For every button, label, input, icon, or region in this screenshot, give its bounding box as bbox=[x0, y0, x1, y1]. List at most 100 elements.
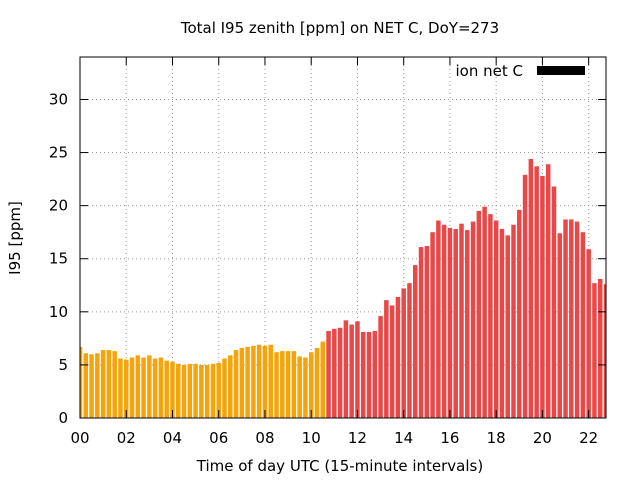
bar bbox=[147, 355, 152, 418]
chart-title: Total I95 zenith [ppm] on NET C, DoY=273 bbox=[180, 19, 499, 37]
bar bbox=[204, 364, 210, 418]
bar bbox=[488, 214, 493, 418]
x-tick-label: 14 bbox=[394, 429, 413, 447]
x-tick-label: 18 bbox=[487, 429, 506, 447]
bar bbox=[233, 350, 239, 418]
bar bbox=[274, 352, 279, 418]
x-axis-ticks: 00 02 04 06 08 10 12 14 16 18 20 22 bbox=[70, 57, 598, 447]
bar bbox=[164, 360, 169, 418]
bar bbox=[580, 232, 586, 418]
bar bbox=[152, 358, 158, 418]
bar bbox=[100, 350, 106, 418]
bar bbox=[459, 223, 464, 418]
bar bbox=[592, 283, 597, 418]
bar bbox=[366, 331, 372, 418]
bar bbox=[499, 229, 505, 418]
bar bbox=[112, 351, 117, 418]
bar bbox=[176, 363, 181, 418]
bar bbox=[332, 328, 337, 418]
bar bbox=[343, 320, 349, 418]
bar bbox=[262, 345, 268, 418]
bar bbox=[569, 219, 574, 418]
legend: ion net C bbox=[456, 62, 585, 80]
bar bbox=[355, 321, 360, 418]
bar bbox=[453, 229, 458, 418]
bar bbox=[517, 209, 522, 418]
bar bbox=[522, 174, 528, 418]
y-tick-label: 25 bbox=[49, 144, 68, 162]
bar bbox=[597, 278, 603, 418]
bar bbox=[412, 265, 418, 418]
bar bbox=[505, 235, 510, 418]
y-tick-label: 30 bbox=[49, 90, 68, 108]
y-axis-label: I95 [ppm] bbox=[6, 201, 24, 275]
bar bbox=[465, 230, 470, 418]
bar bbox=[285, 351, 291, 418]
bar bbox=[407, 283, 412, 418]
bar bbox=[308, 352, 314, 418]
x-tick-label: 16 bbox=[440, 429, 459, 447]
x-tick-label: 22 bbox=[579, 429, 598, 447]
bar bbox=[378, 316, 383, 418]
bar bbox=[476, 210, 482, 418]
bar bbox=[424, 245, 430, 418]
x-tick-label: 20 bbox=[533, 429, 552, 447]
legend-label: ion net C bbox=[456, 62, 523, 80]
bar bbox=[181, 364, 187, 418]
bar bbox=[106, 350, 112, 418]
bar bbox=[80, 346, 83, 418]
bar bbox=[83, 353, 89, 418]
plot-frame bbox=[79, 56, 607, 419]
bar bbox=[268, 344, 274, 418]
bar bbox=[372, 330, 378, 418]
x-tick-label: 06 bbox=[209, 429, 228, 447]
bar bbox=[193, 363, 198, 418]
bar bbox=[210, 363, 216, 418]
y-tick-label: 0 bbox=[58, 409, 68, 427]
bar bbox=[129, 357, 135, 418]
bar bbox=[245, 346, 250, 418]
bar bbox=[389, 305, 395, 418]
bar bbox=[95, 353, 100, 418]
bar bbox=[141, 357, 146, 418]
bar bbox=[401, 288, 406, 418]
bar bbox=[123, 359, 129, 418]
bar bbox=[470, 221, 476, 418]
bar bbox=[441, 224, 447, 418]
bar bbox=[280, 351, 285, 418]
bar bbox=[314, 347, 320, 418]
x-tick-label: 08 bbox=[255, 429, 274, 447]
bar bbox=[291, 351, 297, 418]
bar bbox=[395, 296, 401, 418]
bar bbox=[118, 358, 123, 418]
bar bbox=[493, 220, 499, 418]
bar bbox=[222, 358, 227, 418]
y-tick-label: 5 bbox=[58, 356, 68, 374]
y-tick-label: 15 bbox=[49, 250, 68, 268]
bar bbox=[551, 186, 557, 418]
bar bbox=[447, 227, 453, 418]
bar bbox=[528, 158, 534, 418]
bar bbox=[199, 364, 204, 418]
bar bbox=[418, 247, 424, 418]
bar bbox=[436, 220, 441, 418]
bar bbox=[430, 232, 435, 418]
bar bbox=[534, 166, 539, 418]
x-tick-label: 10 bbox=[302, 429, 321, 447]
bar bbox=[320, 341, 326, 418]
bar bbox=[187, 363, 193, 418]
bar-series bbox=[80, 158, 606, 418]
bar bbox=[482, 206, 487, 418]
bar bbox=[557, 233, 563, 418]
bar bbox=[239, 347, 245, 418]
x-tick-label: 04 bbox=[163, 429, 182, 447]
x-tick-label: 02 bbox=[117, 429, 136, 447]
x-tick-label: 00 bbox=[70, 429, 89, 447]
bar bbox=[135, 355, 141, 418]
bar bbox=[511, 224, 516, 418]
x-tick-label: 12 bbox=[348, 429, 367, 447]
bar bbox=[337, 327, 343, 418]
bar bbox=[170, 361, 175, 418]
bar bbox=[297, 356, 302, 418]
